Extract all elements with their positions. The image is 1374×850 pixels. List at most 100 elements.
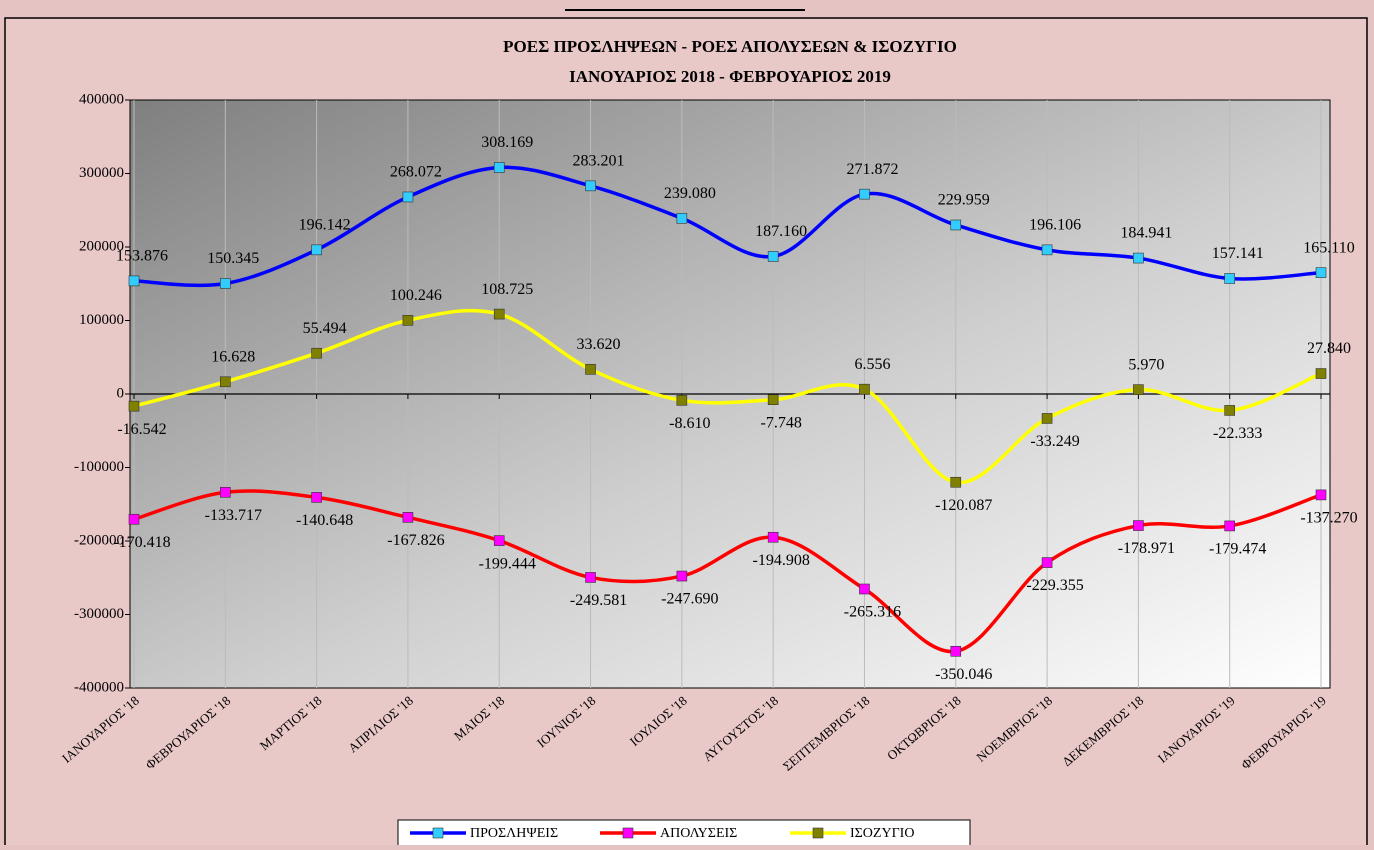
value-label: 165.110 bbox=[1303, 239, 1354, 256]
point-marker bbox=[220, 486, 231, 498]
value-label: -33.249 bbox=[1030, 433, 1079, 450]
value-label: 153.876 bbox=[116, 248, 168, 265]
value-label: 108.725 bbox=[481, 281, 533, 298]
point-marker bbox=[585, 363, 596, 375]
value-label: 268.072 bbox=[390, 164, 442, 181]
point-marker bbox=[950, 219, 962, 231]
y-tick-label: 0 bbox=[117, 385, 125, 401]
point-marker bbox=[402, 512, 414, 523]
point-marker bbox=[950, 476, 962, 488]
value-label: -22.333 bbox=[1213, 425, 1262, 442]
legend-marker bbox=[812, 827, 824, 839]
value-label: -229.355 bbox=[1026, 577, 1083, 594]
point-marker bbox=[585, 572, 596, 583]
y-tick-label: 100000 bbox=[79, 312, 124, 328]
value-label: -170.418 bbox=[113, 534, 170, 551]
value-label: 55.494 bbox=[303, 320, 347, 337]
legend-marker bbox=[622, 827, 634, 839]
point-marker bbox=[1224, 520, 1235, 532]
y-tick-label: -100000 bbox=[74, 459, 124, 475]
value-label: -249.581 bbox=[570, 592, 627, 609]
point-marker bbox=[767, 394, 779, 405]
point-marker bbox=[1041, 244, 1053, 256]
value-label: 184.941 bbox=[1120, 225, 1172, 242]
legend-label: ΙΣΟΖΥΓΙΟ bbox=[850, 826, 914, 841]
value-label: -350.046 bbox=[935, 666, 992, 683]
point-marker bbox=[1133, 252, 1144, 264]
value-label: 150.345 bbox=[207, 250, 259, 267]
point-marker bbox=[220, 376, 231, 388]
value-label: 5.970 bbox=[1128, 356, 1164, 373]
value-label: 308.169 bbox=[481, 134, 533, 151]
point-marker bbox=[1315, 489, 1327, 501]
point-marker bbox=[950, 645, 962, 657]
point-marker bbox=[493, 308, 505, 320]
point-marker bbox=[402, 315, 414, 326]
point-marker bbox=[493, 535, 505, 546]
point-marker bbox=[767, 531, 779, 543]
point-marker bbox=[676, 570, 688, 582]
point-marker bbox=[1133, 520, 1144, 531]
value-label: 229.959 bbox=[938, 192, 990, 209]
point-marker bbox=[220, 278, 231, 289]
value-label: 27.840 bbox=[1307, 340, 1351, 357]
point-marker bbox=[311, 492, 322, 503]
point-marker bbox=[859, 383, 870, 395]
point-marker bbox=[676, 395, 688, 406]
series-line bbox=[133, 489, 1322, 654]
point-marker bbox=[676, 212, 688, 224]
value-label: 187.160 bbox=[755, 223, 807, 240]
y-tick-label: -200000 bbox=[74, 532, 124, 548]
point-marker bbox=[1041, 557, 1053, 568]
value-label: -247.690 bbox=[661, 591, 718, 608]
series-line bbox=[133, 165, 1322, 288]
y-tick-label: 300000 bbox=[79, 165, 124, 181]
legend-marker bbox=[432, 827, 444, 839]
value-label: 196.106 bbox=[1029, 217, 1081, 234]
y-tick-label: 200000 bbox=[79, 238, 124, 254]
point-marker bbox=[1224, 273, 1235, 284]
point-marker bbox=[1224, 405, 1235, 416]
value-label: 6.556 bbox=[854, 356, 890, 373]
y-tick-label: -400000 bbox=[74, 679, 124, 695]
value-label: -137.270 bbox=[1300, 510, 1357, 527]
value-label: -120.087 bbox=[935, 497, 992, 514]
value-label: -199.444 bbox=[479, 555, 536, 572]
value-label: -167.826 bbox=[387, 532, 444, 549]
point-marker bbox=[585, 180, 596, 192]
value-label: 196.142 bbox=[299, 217, 351, 234]
point-marker bbox=[1315, 368, 1327, 379]
value-label: 283.201 bbox=[573, 153, 625, 170]
y-tick-label: 400000 bbox=[79, 91, 124, 107]
point-marker bbox=[859, 188, 870, 200]
point-marker bbox=[859, 583, 870, 595]
point-marker bbox=[402, 191, 414, 203]
value-label: -133.717 bbox=[205, 507, 262, 524]
value-label: 16.628 bbox=[211, 348, 255, 365]
point-marker bbox=[311, 347, 322, 359]
point-marker bbox=[493, 162, 505, 173]
value-label: 33.620 bbox=[577, 336, 621, 353]
chart-subtitle: ΙΑΝΟΥΑΡΙΟΣ 2018 - ΦΕΒΡΟΥΑΡΙΟΣ 2019 bbox=[569, 67, 891, 86]
value-label: 100.246 bbox=[390, 287, 442, 304]
point-marker bbox=[128, 513, 140, 525]
y-tick-label: -300000 bbox=[74, 606, 124, 622]
point-marker bbox=[767, 251, 779, 262]
point-marker bbox=[1315, 267, 1327, 278]
point-marker bbox=[1133, 384, 1144, 395]
chart-title: ΡΟΕΣ ΠΡΟΣΛΗΨΕΩΝ - ΡΟΕΣ ΑΠΟΛΥΣΕΩΝ & ΙΣΟΖΥ… bbox=[503, 37, 957, 56]
point-marker bbox=[311, 244, 322, 256]
value-label: -16.542 bbox=[117, 421, 166, 438]
legend-label: ΑΠΟΛΥΣΕΙΣ bbox=[660, 826, 737, 841]
value-label: -140.648 bbox=[296, 512, 353, 529]
value-label: -8.610 bbox=[669, 415, 710, 432]
value-label: -179.474 bbox=[1209, 541, 1266, 558]
value-label: -7.748 bbox=[760, 414, 801, 431]
point-marker bbox=[128, 275, 140, 287]
value-label: 239.080 bbox=[664, 185, 716, 202]
value-label: 157.141 bbox=[1212, 245, 1264, 262]
legend-label: ΠΡΟΣΛΗΨΕΙΣ bbox=[470, 826, 558, 841]
value-label: 271.872 bbox=[846, 161, 898, 178]
